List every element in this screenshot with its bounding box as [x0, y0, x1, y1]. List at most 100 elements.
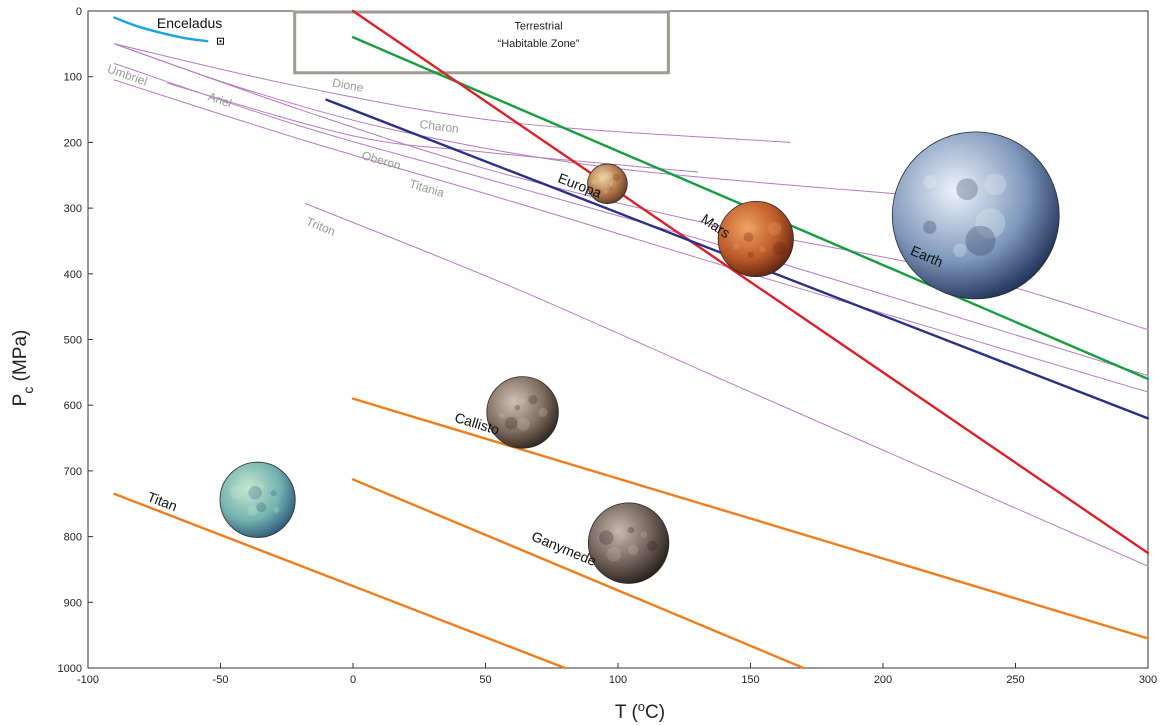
globe-surface-spot [606, 547, 622, 562]
globe-surface-spot [273, 506, 280, 513]
globe-surface-spot [256, 502, 267, 513]
globe-disc [587, 502, 670, 584]
globe-surface-spot [604, 190, 608, 194]
globe-surface-spot [646, 540, 658, 551]
globe-surface-spot [975, 208, 1006, 239]
x-tick-label: 50 [479, 674, 491, 686]
globe-surface-spot [248, 485, 262, 500]
globe-surface-spot [759, 246, 766, 253]
globe-disc [486, 376, 559, 449]
globe-surface-spot [965, 225, 996, 256]
globe-surface-spot [520, 398, 527, 405]
y-tick-label: 600 [64, 400, 82, 412]
y-tick-label: 1000 [58, 663, 82, 675]
globe-surface-spot [270, 490, 277, 497]
globe-surface-spot [923, 175, 937, 189]
globe-surface-spot [591, 179, 597, 185]
series-line-dione [114, 43, 791, 143]
globe-surface-spot [247, 506, 258, 517]
globe-surface-spot [745, 223, 756, 234]
globe-surface-spot [596, 188, 602, 195]
series-label-enceladus: Enceladus [157, 15, 222, 31]
series-line-enceladus [113, 16, 209, 43]
enceladus-marker [217, 37, 224, 45]
y-axis-ticks: 0 100 200 300 400 500 600 700 800 900 1000 [58, 6, 93, 675]
globe-surface-spot [984, 173, 1007, 196]
globe-surface-spot [640, 531, 648, 538]
series-line-ganymede [351, 478, 805, 670]
x-tick-label: 250 [1006, 674, 1024, 686]
series-line-titania [114, 79, 1149, 393]
globe-disc [219, 461, 296, 538]
x-tick-label: 0 [350, 674, 356, 686]
x-axis-ticks: -100 -50 0 50 100 150 200 250 300 [77, 663, 1157, 686]
y-tick-label: 300 [64, 203, 82, 215]
globe-surface-spot [772, 241, 787, 256]
globe-surface-spot [619, 533, 627, 540]
ganymede-globe-icon [587, 502, 670, 584]
y-tick-label: 500 [64, 335, 82, 347]
globe-surface-spot [743, 232, 754, 243]
y-axis-title: Pc (MPa) [10, 330, 36, 407]
globe-surface-spot [956, 178, 978, 201]
series-label-charon: Charon [419, 117, 460, 136]
callisto-globe-icon [486, 376, 559, 449]
globe-surface-spot [627, 544, 639, 556]
habitable-zone-label-line2: “Habitable Zone” [498, 38, 580, 50]
enceladus-square-dot [219, 40, 222, 43]
globe-surface-spot [609, 182, 613, 186]
y-tick-label: 200 [64, 137, 82, 149]
habitable-zone-label-line1: Terrestrial [514, 20, 562, 32]
globe-surface-spot [767, 221, 782, 236]
series-label-dione: Dione [331, 76, 365, 95]
series-label-ariel: Ariel [206, 89, 233, 110]
habitable-zone-box [293, 10, 670, 75]
x-tick-label: 300 [1139, 674, 1157, 686]
y-tick-label: 400 [64, 269, 82, 281]
mars-globe-icon [717, 200, 794, 278]
globe-surface-spot [627, 526, 635, 534]
x-tick-label: 150 [741, 674, 759, 686]
globe-surface-spot [599, 530, 614, 545]
globe-surface-spot [747, 251, 754, 258]
y-tick-label: 100 [64, 72, 82, 84]
habitable-zone: Terrestrial “Habitable Zone” [293, 10, 670, 75]
y-tick-label: 800 [64, 532, 82, 544]
series-line-triton [304, 203, 1149, 567]
y-tick-label: 900 [64, 597, 82, 609]
globe-surface-spot [923, 220, 937, 234]
series-line-mars [351, 9, 1150, 555]
globe-surface-spot [612, 173, 620, 182]
y-tick-label: 0 [76, 6, 82, 18]
globe-surface-spot [504, 416, 518, 430]
series-line-callisto [351, 397, 1150, 640]
globe-surface-spot [528, 394, 538, 405]
globe-surface-spot [733, 243, 740, 250]
series-label-triton: Triton [304, 214, 337, 238]
series-line-titan [113, 492, 567, 670]
globe-surface-spot [609, 186, 613, 191]
globe-surface-spot [604, 171, 612, 179]
titan-globe-icon [219, 461, 296, 538]
x-axis-title: T (oC) [615, 699, 665, 723]
series-line-oberon [114, 63, 1149, 377]
y-tick-label: 700 [64, 466, 82, 478]
x-tick-label: -50 [213, 674, 229, 686]
globe-disc [717, 200, 794, 278]
europa-globe-icon [587, 163, 628, 205]
x-tick-label: -100 [77, 674, 99, 686]
earth-globe-icon [891, 131, 1060, 300]
planet-globes [219, 131, 1060, 584]
globe-surface-spot [517, 417, 530, 431]
globe-surface-spot [498, 412, 505, 419]
globe-disc [587, 163, 628, 205]
series-label-oberon: Oberon [360, 148, 402, 172]
globe-surface-spot [953, 243, 967, 257]
globe-surface-spot [538, 407, 548, 417]
globe-surface-spot [230, 485, 244, 499]
globe-disc [891, 131, 1060, 300]
x-tick-label: 100 [609, 674, 627, 686]
x-tick-label: 200 [874, 674, 892, 686]
globe-surface-spot [258, 484, 265, 491]
